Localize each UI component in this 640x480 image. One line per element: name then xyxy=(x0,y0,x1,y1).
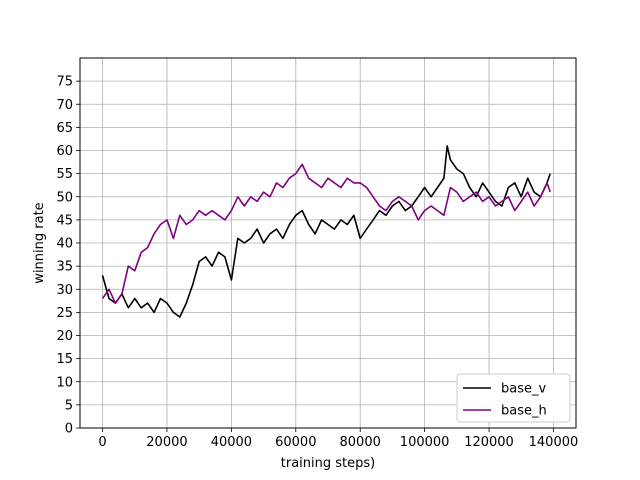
x-tick-label: 40000 xyxy=(211,435,252,450)
y-axis-label: winning rate xyxy=(32,202,47,283)
y-tick-label: 50 xyxy=(56,190,73,205)
y-tick-label: 65 xyxy=(56,121,73,136)
series-line-base_h xyxy=(101,163,551,304)
x-tick-label: 60000 xyxy=(275,435,316,450)
y-tick-label: 60 xyxy=(56,144,73,159)
legend-label-base_h: base_h xyxy=(501,404,547,419)
y-tick-label: 40 xyxy=(56,237,73,252)
y-tick-label: 45 xyxy=(56,213,73,228)
y-tick-label: 75 xyxy=(56,75,73,90)
x-tick-label: 100000 xyxy=(400,435,450,450)
y-tick-label: 70 xyxy=(56,98,73,113)
y-tick-label: 55 xyxy=(56,167,73,182)
series-lines xyxy=(101,145,551,318)
y-tick-label: 0 xyxy=(65,422,73,437)
y-tick-label: 30 xyxy=(56,283,73,298)
ticks: 0 20000 40000 60000 80000 100000 120000 140000 0… xyxy=(56,75,578,450)
x-axis-label: training steps) xyxy=(281,456,375,471)
legend: base_v base_h xyxy=(456,373,571,423)
y-tick-label: 15 xyxy=(56,352,73,367)
x-tick-label: 20000 xyxy=(146,435,187,450)
x-tick-label: 140000 xyxy=(529,435,579,450)
x-tick-label: 80000 xyxy=(340,435,381,450)
x-tick-label: 0 xyxy=(98,435,106,450)
y-tick-label: 5 xyxy=(65,398,73,413)
y-tick-label: 20 xyxy=(56,329,73,344)
x-tick-label: 120000 xyxy=(464,435,514,450)
y-tick-label: 10 xyxy=(56,375,73,390)
y-tick-label: 25 xyxy=(56,306,73,321)
y-tick-label: 35 xyxy=(56,260,73,275)
legend-label-base_v: base_v xyxy=(501,382,546,397)
